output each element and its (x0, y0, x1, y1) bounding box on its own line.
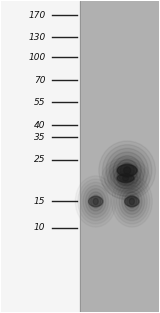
Ellipse shape (127, 195, 137, 208)
Ellipse shape (117, 165, 137, 176)
Ellipse shape (120, 173, 132, 183)
Ellipse shape (120, 163, 134, 178)
Ellipse shape (124, 167, 131, 174)
Text: 70: 70 (34, 76, 45, 85)
Text: 100: 100 (28, 53, 45, 62)
Text: 35: 35 (34, 133, 45, 142)
Ellipse shape (119, 186, 145, 218)
Ellipse shape (114, 168, 138, 188)
Ellipse shape (129, 198, 134, 205)
Ellipse shape (91, 195, 101, 208)
Ellipse shape (85, 189, 106, 214)
Ellipse shape (106, 148, 148, 192)
Ellipse shape (111, 165, 141, 191)
Ellipse shape (89, 196, 103, 207)
Ellipse shape (117, 174, 134, 182)
Ellipse shape (93, 198, 98, 205)
Ellipse shape (113, 156, 141, 185)
Ellipse shape (99, 141, 156, 200)
Text: 55: 55 (34, 98, 45, 107)
Bar (80, 1, 159, 312)
Ellipse shape (125, 196, 139, 207)
Text: 170: 170 (28, 11, 45, 20)
Text: 10: 10 (34, 223, 45, 232)
Ellipse shape (83, 186, 108, 218)
Text: 40: 40 (34, 121, 45, 130)
Ellipse shape (122, 189, 142, 214)
Text: 25: 25 (34, 155, 45, 164)
Ellipse shape (109, 152, 145, 189)
Ellipse shape (116, 159, 138, 182)
Ellipse shape (123, 176, 129, 181)
Bar (1, 1, 80, 312)
Ellipse shape (108, 163, 144, 194)
Ellipse shape (124, 192, 140, 211)
Ellipse shape (117, 171, 135, 186)
Ellipse shape (104, 160, 147, 196)
Ellipse shape (116, 182, 147, 221)
Text: 15: 15 (34, 197, 45, 206)
Ellipse shape (88, 192, 103, 211)
Ellipse shape (102, 145, 152, 196)
Text: 130: 130 (28, 33, 45, 42)
